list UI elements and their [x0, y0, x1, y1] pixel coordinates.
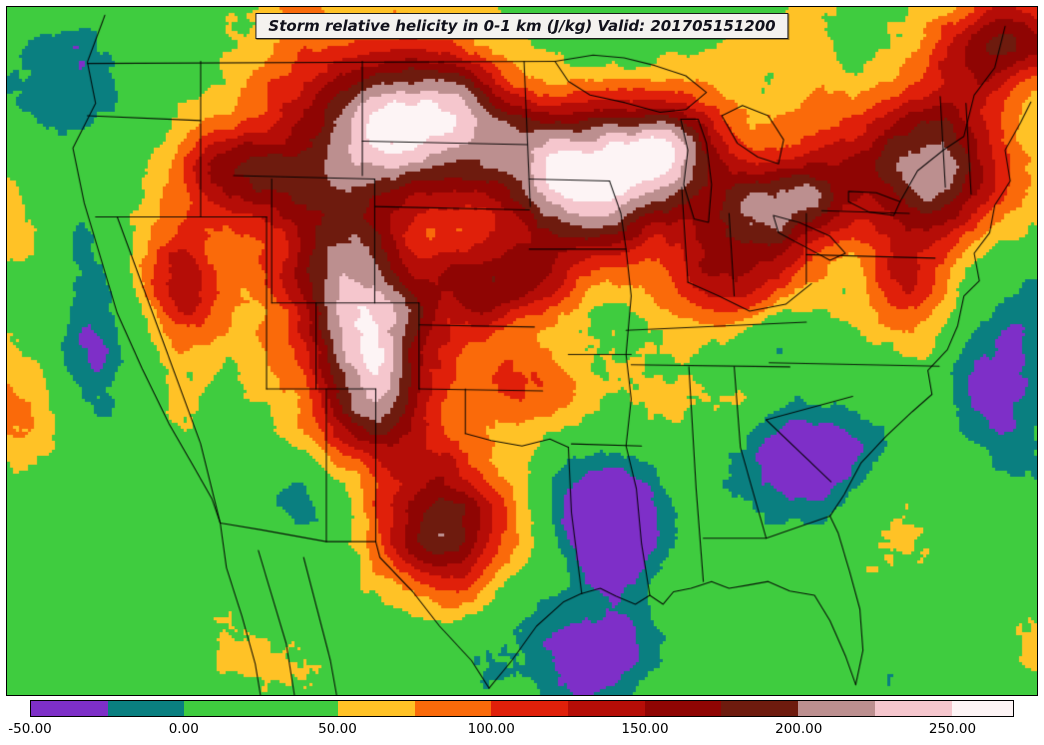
colorbar-segment: [798, 701, 875, 716]
colorbar-tick-label: -50.00: [8, 721, 52, 737]
colorbar-tick-label: 250.00: [928, 721, 977, 737]
helicity-field-canvas: [7, 7, 1037, 695]
colorbar-segment: [568, 701, 645, 716]
colorbar-segment: [414, 701, 492, 716]
colorbar-segment: [491, 701, 569, 716]
colorbar: -50.00 0.00 50.00 100.00 150.00 200.00 250.00: [8, 700, 1014, 745]
colorbar-scale: [30, 700, 1014, 717]
colorbar-tick-label: 100.00: [467, 721, 515, 737]
colorbar-tick-labels: -50.00 0.00 50.00 100.00 150.00 200.00 250.00: [8, 721, 1014, 745]
colorbar-segment: [644, 701, 722, 716]
colorbar-segment: [951, 701, 1013, 716]
colorbar-segment: [337, 701, 415, 716]
helicity-map: [6, 6, 1038, 696]
colorbar-tick-label: 200.00: [775, 721, 823, 737]
colorbar-tick-label: 0.00: [168, 721, 199, 737]
colorbar-tick-label: 150.00: [621, 721, 669, 737]
map-title-box: Storm relative helicity in 0-1 km (J/kg)…: [255, 13, 789, 39]
colorbar-segment: [874, 701, 952, 716]
colorbar-segment: [107, 701, 185, 716]
colorbar-segment: [184, 701, 338, 716]
colorbar-tick-label: 50.00: [318, 721, 357, 737]
colorbar-segment: [721, 701, 799, 716]
map-title: Storm relative helicity in 0-1 km (J/kg)…: [268, 17, 776, 35]
colorbar-segment: [31, 701, 108, 716]
